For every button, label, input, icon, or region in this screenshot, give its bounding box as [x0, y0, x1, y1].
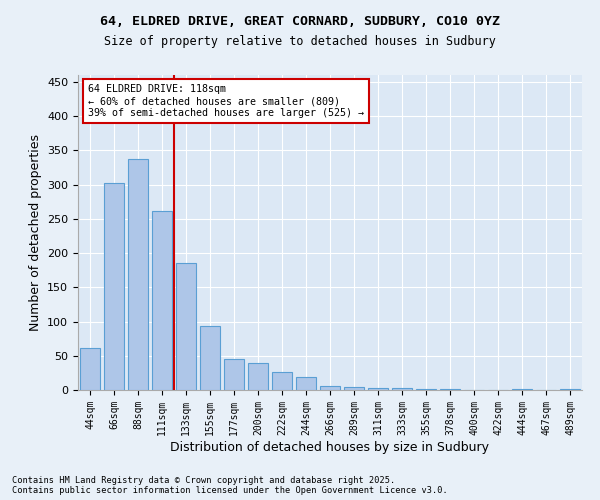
Bar [344, 388, 364, 390]
Bar [392, 388, 412, 390]
Bar [176, 264, 196, 390]
Bar [128, 158, 148, 390]
Bar [272, 372, 292, 390]
Bar [368, 388, 388, 390]
Bar [152, 210, 172, 390]
Bar [224, 358, 244, 390]
Bar [104, 183, 124, 390]
Text: Size of property relative to detached houses in Sudbury: Size of property relative to detached ho… [104, 35, 496, 48]
Bar [296, 377, 316, 390]
Y-axis label: Number of detached properties: Number of detached properties [29, 134, 41, 331]
Bar [416, 388, 436, 390]
Bar [200, 326, 220, 390]
Bar [320, 386, 340, 390]
Text: Contains HM Land Registry data © Crown copyright and database right 2025.: Contains HM Land Registry data © Crown c… [12, 476, 395, 485]
Bar [80, 348, 100, 390]
Text: 64 ELDRED DRIVE: 118sqm
← 60% of detached houses are smaller (809)
39% of semi-d: 64 ELDRED DRIVE: 118sqm ← 60% of detache… [88, 84, 364, 117]
Bar [248, 362, 268, 390]
Text: Contains public sector information licensed under the Open Government Licence v3: Contains public sector information licen… [12, 486, 448, 495]
Text: 64, ELDRED DRIVE, GREAT CORNARD, SUDBURY, CO10 0YZ: 64, ELDRED DRIVE, GREAT CORNARD, SUDBURY… [100, 15, 500, 28]
X-axis label: Distribution of detached houses by size in Sudbury: Distribution of detached houses by size … [170, 440, 490, 454]
